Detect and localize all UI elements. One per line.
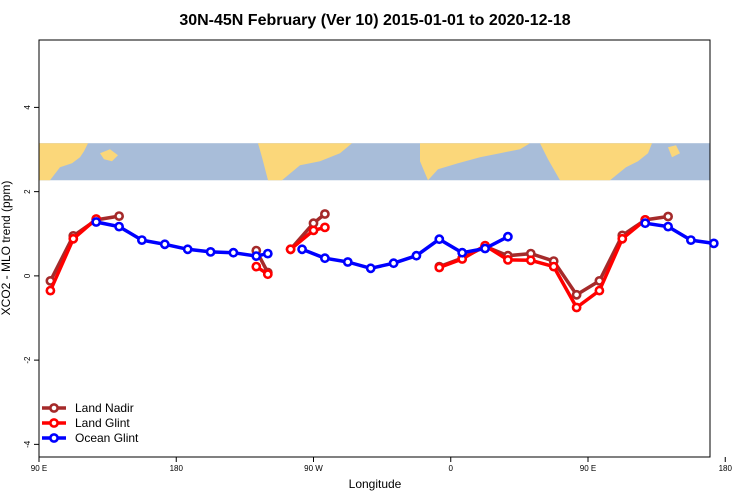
legend-swatch-marker bbox=[49, 403, 59, 413]
y-tick-label: 0 bbox=[23, 273, 32, 278]
data-point-ocean-glint bbox=[262, 248, 273, 259]
data-point-ocean-glint bbox=[91, 217, 102, 227]
data-point-land-glint bbox=[45, 285, 56, 296]
series-line-ocean-glint bbox=[301, 235, 509, 271]
x-axis: 90 E 180 90 W 0 90 E 180 bbox=[31, 457, 733, 473]
x-tick-label: 180 bbox=[170, 464, 184, 473]
data-point-ocean-glint bbox=[182, 244, 193, 255]
data-point-ocean-glint bbox=[388, 258, 399, 269]
data-point-land-glint bbox=[262, 269, 273, 280]
map-land-4 bbox=[540, 143, 652, 181]
data-point-ocean-glint bbox=[640, 218, 651, 229]
data-point-ocean-glint bbox=[708, 238, 719, 249]
series-group bbox=[45, 209, 719, 313]
legend-item-land-nadir: Land Nadir bbox=[42, 401, 134, 415]
y-tick-label: -2 bbox=[23, 356, 32, 364]
data-point-land-glint bbox=[308, 225, 319, 236]
data-point-ocean-glint bbox=[297, 244, 307, 255]
data-point-ocean-glint bbox=[480, 243, 490, 254]
data-point-land-glint bbox=[525, 255, 536, 266]
data-point-land-glint bbox=[571, 302, 582, 313]
data-point-land-glint bbox=[594, 285, 605, 296]
data-point-land-nadir bbox=[114, 211, 124, 221]
plot-frame bbox=[38, 39, 711, 458]
legend-item-land-glint: Land Glint bbox=[42, 416, 130, 430]
data-point-ocean-glint bbox=[663, 221, 673, 232]
data-point-ocean-glint bbox=[434, 234, 445, 245]
x-tick-label: 180 bbox=[719, 464, 733, 473]
x-tick-label: 0 bbox=[449, 464, 454, 473]
data-point-land-glint bbox=[502, 254, 513, 265]
data-point-land-glint bbox=[548, 261, 559, 272]
data-point-land-nadir bbox=[319, 209, 330, 219]
map-land-1 bbox=[100, 149, 118, 162]
y-axis-label: XCO2 - MLO trend (ppm) bbox=[0, 181, 13, 316]
y-tick-label: 4 bbox=[23, 105, 32, 110]
legend-label: Ocean Glint bbox=[75, 431, 139, 445]
series-line-ocean-glint bbox=[644, 221, 715, 246]
data-point-land-nadir bbox=[663, 211, 673, 222]
series-ocean-glint bbox=[91, 217, 719, 274]
map-land-0 bbox=[39, 143, 88, 181]
data-point-ocean-glint bbox=[114, 221, 124, 232]
data-point-land-glint bbox=[68, 233, 79, 244]
map-strip bbox=[39, 143, 710, 181]
data-point-land-glint bbox=[434, 262, 445, 273]
map-land-5 bbox=[668, 145, 680, 158]
chart-title: 30N-45N February (Ver 10) 2015-01-01 to … bbox=[179, 12, 570, 29]
map-land-3 bbox=[420, 143, 530, 181]
data-point-ocean-glint bbox=[136, 235, 147, 245]
data-point-ocean-glint bbox=[365, 263, 376, 274]
data-point-land-glint bbox=[251, 261, 262, 272]
x-tick-label: 90 W bbox=[304, 464, 323, 473]
data-point-ocean-glint bbox=[159, 239, 170, 250]
series-land-nadir bbox=[45, 209, 673, 300]
x-axis-label: Longitude bbox=[349, 477, 402, 491]
y-tick-label: -4 bbox=[23, 440, 32, 448]
series-line-land-glint bbox=[48, 217, 98, 292]
x-tick-label: 90 E bbox=[580, 464, 596, 473]
legend-label: Land Nadir bbox=[75, 401, 134, 415]
data-point-ocean-glint bbox=[457, 247, 468, 258]
legend-label: Land Glint bbox=[75, 416, 130, 430]
data-point-ocean-glint bbox=[228, 247, 239, 258]
data-point-ocean-glint bbox=[251, 251, 262, 261]
series-line-land-glint bbox=[438, 218, 647, 310]
data-point-ocean-glint bbox=[411, 250, 422, 261]
data-point-land-glint bbox=[617, 233, 628, 244]
data-point-ocean-glint bbox=[342, 257, 353, 267]
series-land-glint bbox=[45, 214, 651, 313]
data-point-land-glint bbox=[319, 222, 330, 233]
y-axis: -4 -2 0 2 4 bbox=[23, 105, 39, 448]
data-point-ocean-glint bbox=[502, 231, 513, 242]
legend-item-ocean-glint: Ocean Glint bbox=[42, 431, 139, 445]
data-point-land-nadir bbox=[571, 289, 582, 300]
y-tick-label: 2 bbox=[23, 189, 32, 194]
legend-swatch-marker bbox=[49, 418, 59, 428]
x-tick-label: 90 E bbox=[31, 464, 47, 473]
data-point-land-glint bbox=[285, 244, 296, 255]
map-land-2 bbox=[258, 143, 352, 181]
data-point-ocean-glint bbox=[205, 246, 216, 257]
legend-swatch-marker bbox=[49, 433, 59, 443]
data-point-ocean-glint bbox=[686, 235, 696, 245]
data-point-ocean-glint bbox=[319, 253, 330, 264]
